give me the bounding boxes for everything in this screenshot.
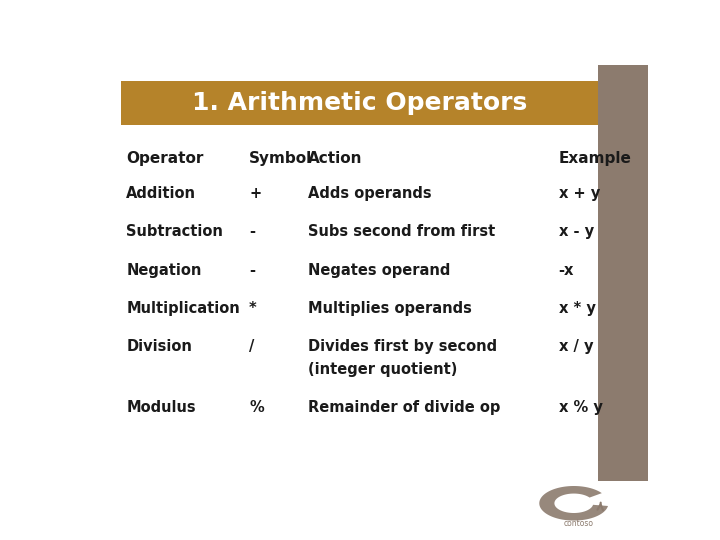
Bar [598,65,648,481]
Text: x - y: x - y [559,225,594,239]
Text: Example: Example [559,151,631,166]
Text: Negates operand: Negates operand [307,262,450,278]
Text: Modulus: Modulus [126,400,196,415]
Text: Subtraction: Subtraction [126,225,223,239]
Bar [121,82,598,125]
Polygon shape [539,486,608,521]
Text: x % y: x % y [559,400,603,415]
Text: /: / [249,339,254,354]
Text: x * y: x * y [559,301,595,316]
Text: Addition: Addition [126,186,197,201]
Text: Multiplication: Multiplication [126,301,240,316]
Text: x / y: x / y [559,339,593,354]
Text: -: - [249,262,255,278]
Text: 1. Arithmetic Operators: 1. Arithmetic Operators [192,91,527,115]
Text: x + y: x + y [559,186,600,201]
Text: Remainder of divide op: Remainder of divide op [307,400,500,415]
Text: +: + [249,186,261,201]
Text: -: - [249,225,255,239]
Text: -x: -x [559,262,574,278]
Text: Symbol: Symbol [249,151,312,166]
Text: Divides first by second: Divides first by second [307,339,497,354]
Text: Action: Action [307,151,362,166]
Text: %: % [249,400,264,415]
Text: Subs second from first: Subs second from first [307,225,495,239]
Text: Adds operands: Adds operands [307,186,431,201]
Text: (integer quotient): (integer quotient) [307,362,457,377]
Text: contoso: contoso [563,519,593,528]
Text: Multiplies operands: Multiplies operands [307,301,472,316]
Text: Negation: Negation [126,262,202,278]
Text: Operator: Operator [126,151,204,166]
Text: Division: Division [126,339,192,354]
Text: *: * [249,301,257,316]
